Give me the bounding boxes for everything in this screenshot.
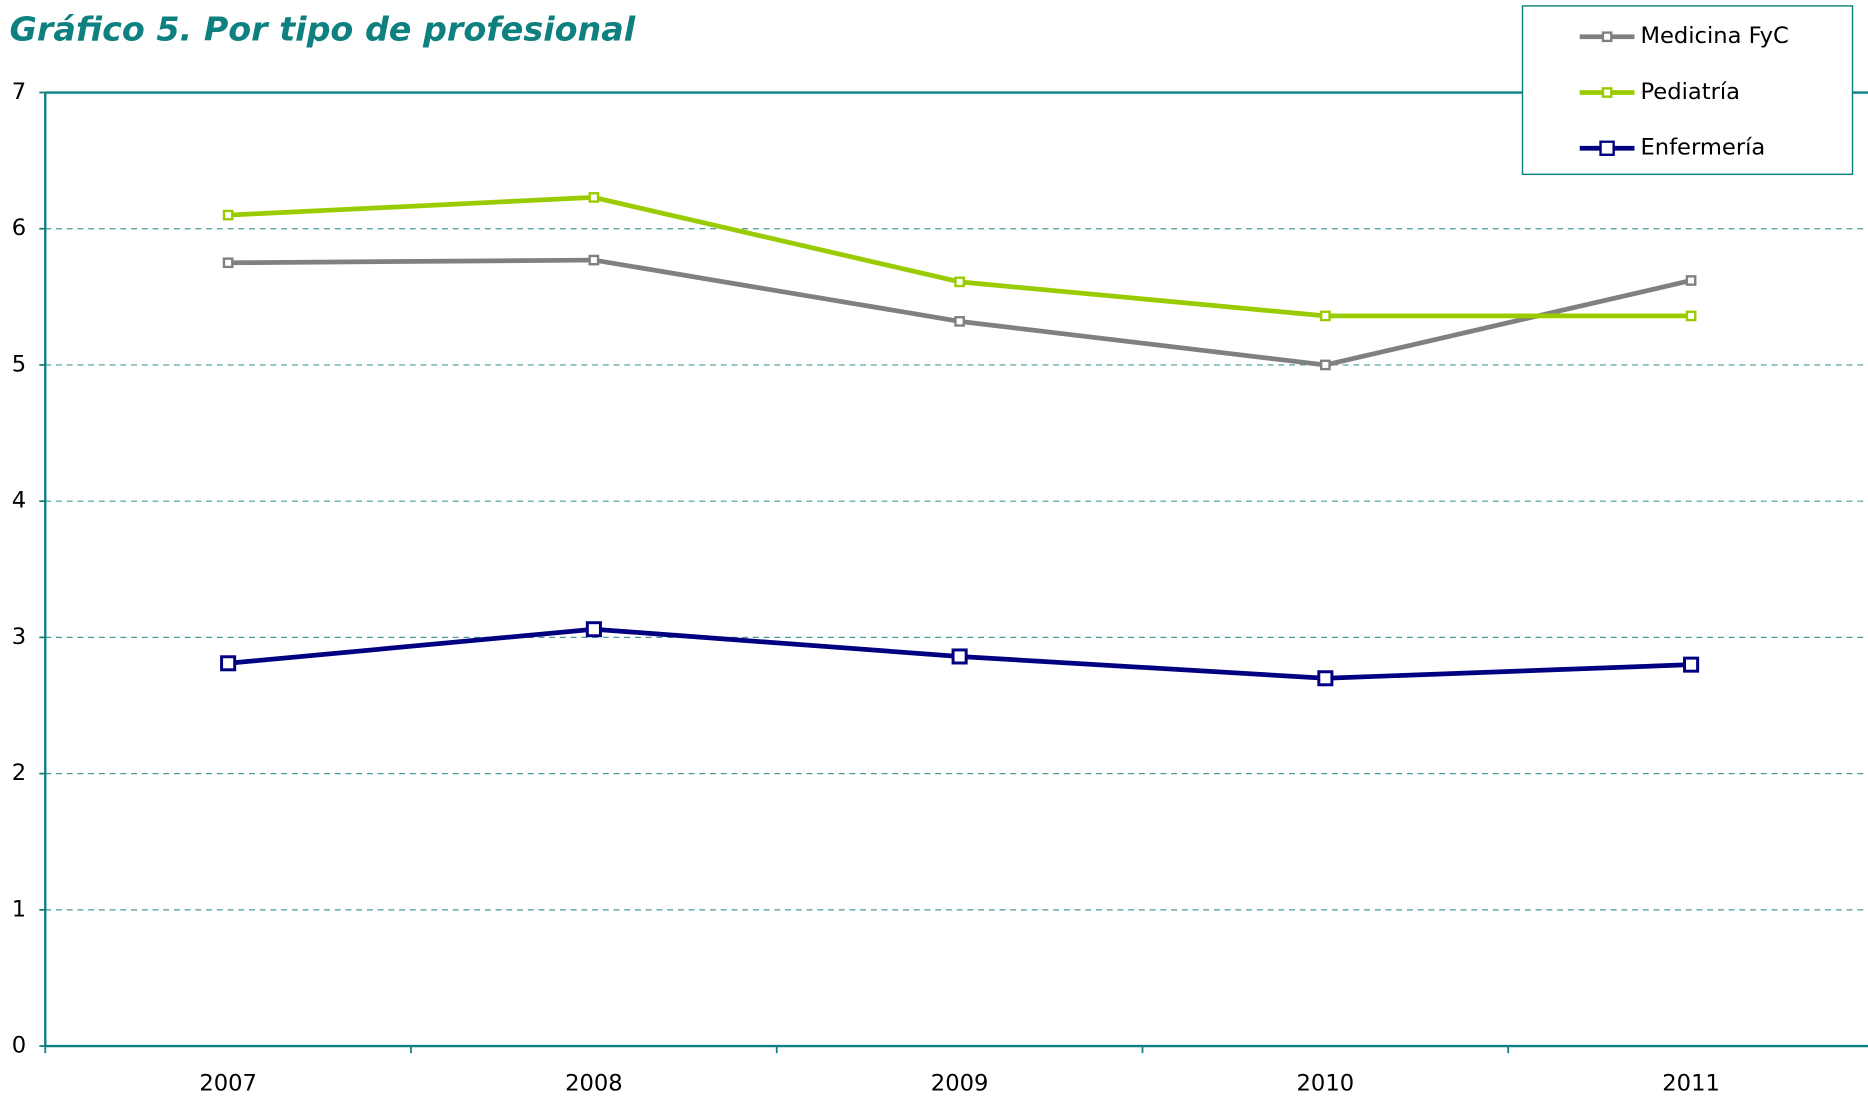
x-tick-label: 2011	[1662, 1071, 1720, 1097]
marker	[222, 209, 234, 221]
y-tick-label: 0	[12, 1033, 26, 1059]
y-tick-label: 3	[12, 624, 26, 650]
x-tick-label: 2010	[1297, 1071, 1355, 1097]
marker	[1685, 310, 1697, 322]
x-tick-label: 2009	[931, 1071, 989, 1097]
marker	[220, 655, 237, 672]
marker	[954, 276, 965, 288]
marker	[588, 192, 600, 203]
marker	[588, 254, 600, 266]
marker	[1685, 275, 1697, 286]
legend-label: Enfermería	[1640, 135, 1765, 161]
marker	[222, 257, 234, 269]
legend-marker	[1601, 31, 1613, 43]
marker	[951, 648, 968, 665]
y-tick-label: 5	[12, 351, 26, 377]
series-line	[228, 195, 1692, 319]
y-tick-label: 7	[12, 79, 26, 105]
marker	[1317, 670, 1334, 687]
y-tick-label: 4	[12, 488, 26, 514]
legend-marker	[1601, 87, 1613, 98]
marker	[1319, 359, 1331, 371]
legend-marker	[1599, 140, 1615, 156]
y-tick-label: 6	[12, 215, 26, 241]
marker	[1683, 656, 1700, 673]
x-tick-label: 2008	[565, 1071, 623, 1097]
series-line	[228, 257, 1692, 368]
marker	[1319, 310, 1331, 322]
y-tick-label: 2	[12, 760, 26, 786]
marker	[585, 621, 602, 638]
legend-label: Pediatría	[1640, 79, 1740, 105]
chart-title: Gráfico 5. Por tipo de profesional	[10, 9, 636, 48]
x-tick-label: 2007	[199, 1071, 257, 1097]
y-tick-label: 1	[12, 896, 26, 922]
legend-label: Medicina FyC	[1640, 23, 1788, 49]
marker	[954, 316, 965, 327]
legend-box	[1521, 5, 1854, 176]
